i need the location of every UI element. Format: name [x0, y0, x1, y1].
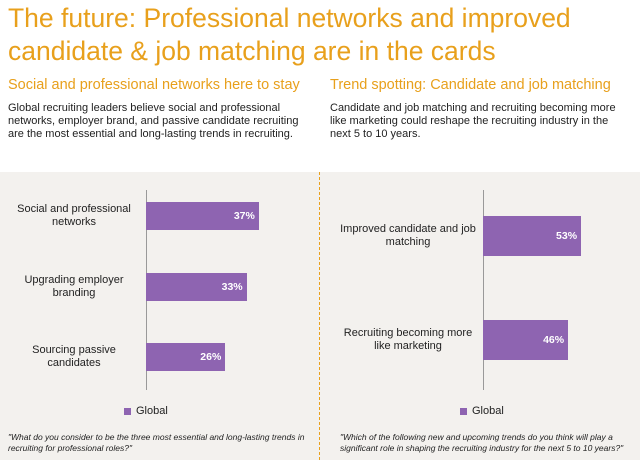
column-divider — [319, 172, 320, 460]
left-footnote: "What do you consider to be the three mo… — [8, 432, 305, 453]
left-legend-label: Global — [136, 405, 168, 417]
right-legend-label: Global — [472, 405, 504, 417]
left-description: Global recruiting leaders believe social… — [8, 102, 299, 141]
legend-swatch — [124, 407, 131, 415]
category-label: Sourcing passive candidates — [32, 344, 116, 369]
bar-value-label: 26% — [200, 351, 222, 363]
title-line-2: candidate & job matching are in the card… — [8, 36, 496, 66]
category-label: Improved candidate and job matching — [340, 223, 476, 248]
title-line-1: The future: Professional networks and im… — [8, 3, 571, 33]
bar — [483, 320, 569, 360]
right-subtitle: Trend spotting: Candidate and job matchi… — [330, 77, 611, 93]
bar — [146, 273, 247, 301]
bar-value-label: 46% — [543, 334, 565, 346]
bar-value-label: 37% — [233, 210, 255, 222]
legend-swatch — [460, 407, 467, 415]
left-legend: Global — [124, 405, 168, 417]
bar-value-label: 53% — [556, 230, 578, 242]
category-label: Recruiting becoming more like marketing — [343, 327, 473, 352]
left-subtitle: Social and professional networks here to… — [8, 77, 300, 93]
bar — [483, 216, 582, 256]
category-label: Social and professional networks — [17, 203, 131, 228]
right-chart-axis — [483, 190, 484, 390]
right-footnote: "Which of the following new and upcoming… — [340, 432, 624, 453]
right-description: Candidate and job matching and recruitin… — [330, 102, 616, 141]
bar — [146, 343, 226, 371]
page-title: The future: Professional networks and im… — [8, 2, 633, 68]
bar — [146, 202, 259, 230]
bar-value-label: 33% — [221, 281, 243, 293]
right-legend: Global — [460, 405, 504, 417]
category-label: Upgrading employer branding — [24, 274, 124, 299]
